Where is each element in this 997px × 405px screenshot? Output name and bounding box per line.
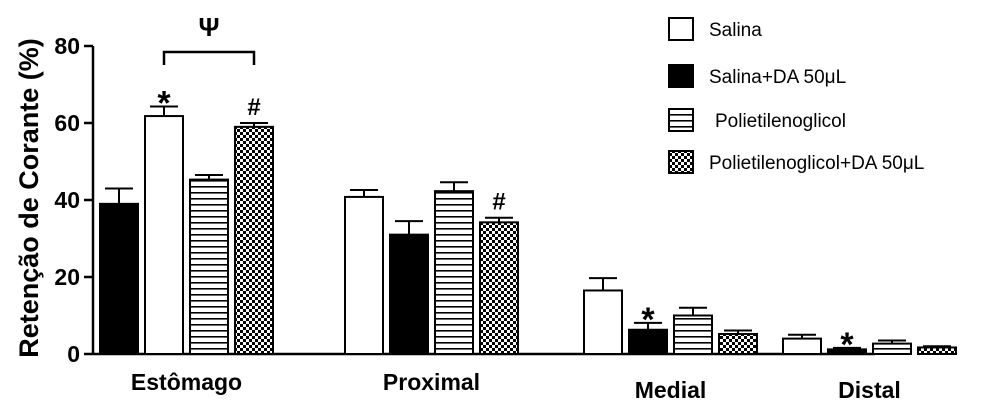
bar <box>434 190 474 355</box>
annotations: * # # * * Ψ <box>157 12 854 364</box>
bar <box>872 342 912 356</box>
legend-swatch <box>668 17 694 41</box>
asterisk-annotation: * <box>157 84 171 122</box>
legend-label: Salina <box>709 20 762 41</box>
y-tick-label: 80 <box>54 33 80 59</box>
y-axis-title: Retenção de Corante (%) <box>14 38 44 358</box>
bar <box>189 178 229 355</box>
bar <box>628 328 668 355</box>
y-tick-label: 20 <box>54 264 80 290</box>
legend-swatch <box>668 64 694 88</box>
legend: Salina Salina+DA 50μL Polietilenoglicol Pol… <box>668 17 924 174</box>
psi-annotation: Ψ <box>198 12 219 42</box>
bar <box>583 289 623 356</box>
bar <box>389 233 429 355</box>
bar <box>782 337 822 356</box>
asterisk-annotation: * <box>641 301 655 339</box>
legend-label: Polietilenoglicol <box>715 111 846 132</box>
hash-annotation: # <box>247 94 260 121</box>
bar <box>673 314 713 355</box>
bar <box>479 221 519 355</box>
hash-annotation: # <box>492 189 505 216</box>
legend-swatch <box>668 150 694 174</box>
bar <box>718 332 758 356</box>
bar <box>234 125 274 355</box>
legend-swatch <box>668 108 694 132</box>
bar <box>917 346 957 355</box>
bar <box>144 115 184 355</box>
x-tick-label: Distal <box>838 377 901 403</box>
bars: Estômago Proximal Medial Distal <box>99 105 957 403</box>
significance-bracket <box>162 50 256 65</box>
y-tick-label: 40 <box>54 187 80 213</box>
x-tick-label: Estômago <box>131 369 242 395</box>
bar <box>99 202 139 355</box>
x-tick-label: Proximal <box>383 369 480 395</box>
y-tick-label: 0 <box>67 341 80 367</box>
asterisk-annotation: * <box>840 326 854 364</box>
x-tick-label: Medial <box>635 377 707 403</box>
y-tick-label: 60 <box>54 110 80 136</box>
bar <box>344 195 384 355</box>
legend-label: Salina+DA 50μL <box>709 67 846 88</box>
legend-label: Polietilenoglicol+DA 50μL <box>709 153 924 174</box>
